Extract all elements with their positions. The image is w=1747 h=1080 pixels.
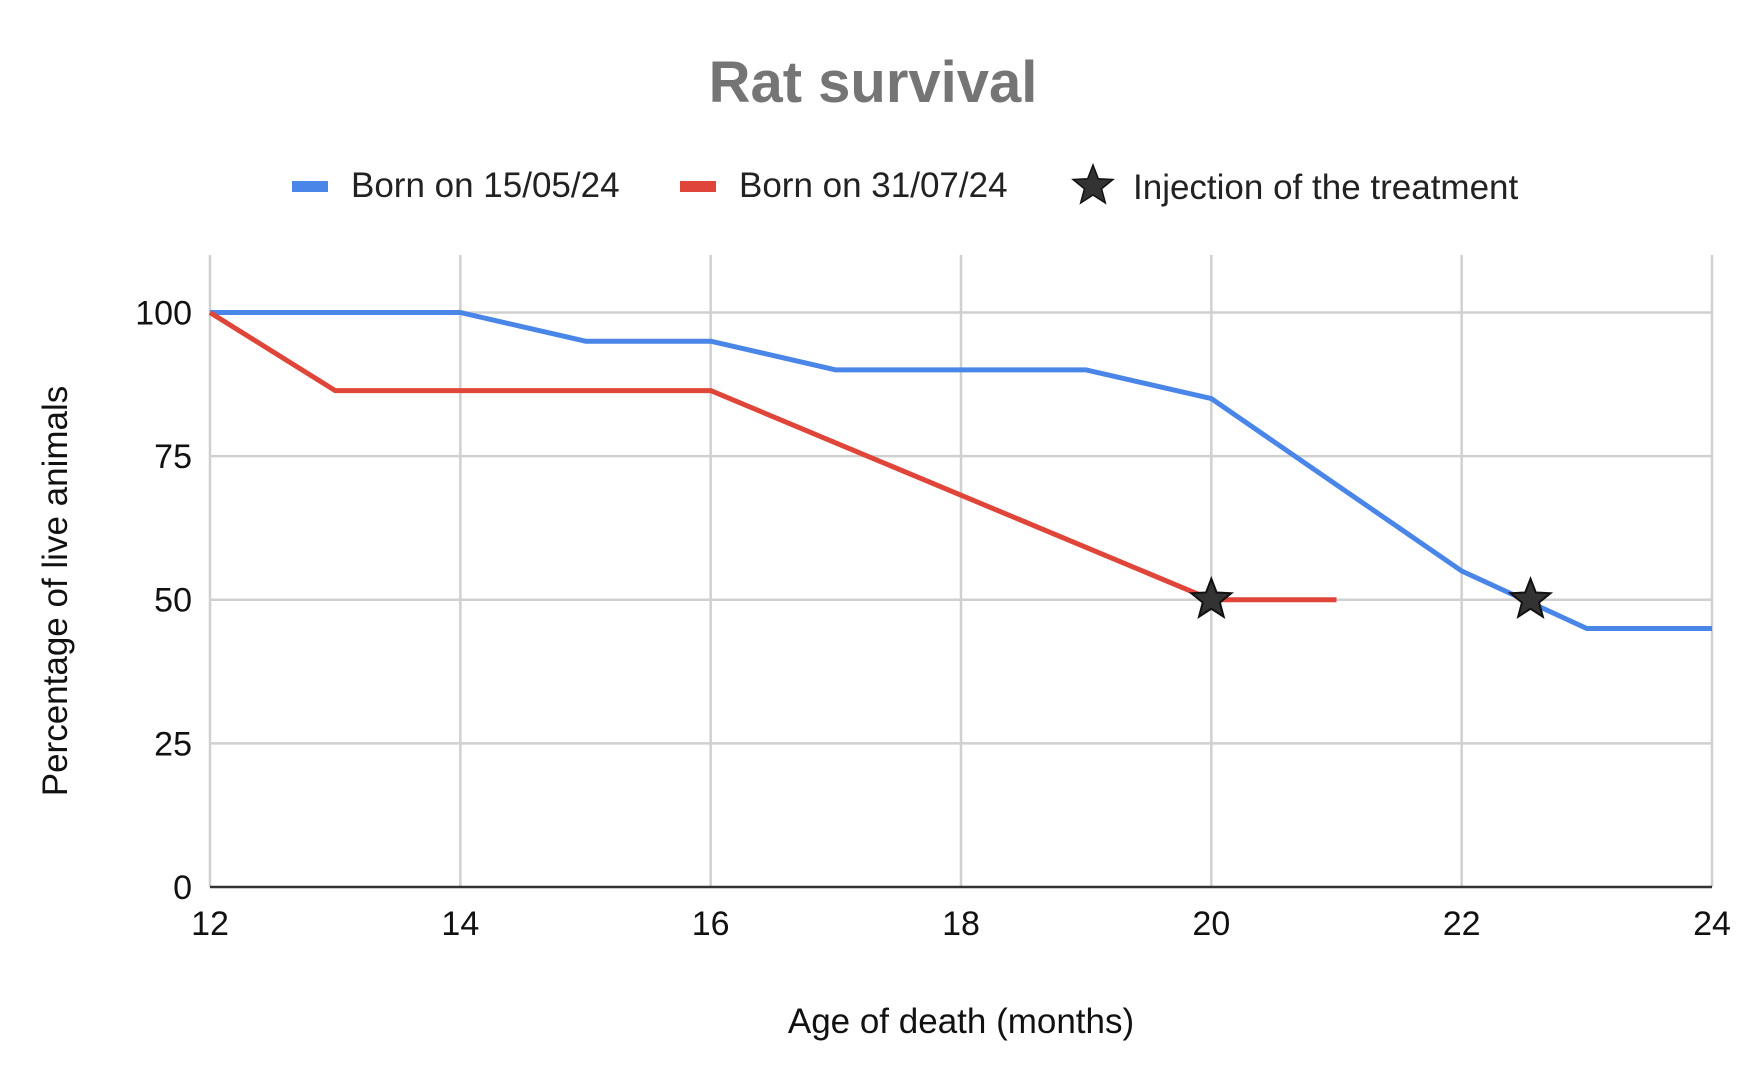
treatment-star-marker [1188,575,1234,619]
marker-layer [1188,575,1554,619]
x-tick-label: 18 [942,905,980,943]
chart-title: Rat survival [709,50,1038,115]
treatment-star-marker [1507,575,1554,619]
y-tick-label: 50 [154,582,192,620]
legend-swatch-series-1 [292,181,328,192]
legend-star-icon [1071,162,1115,205]
legend: Born on 15/05/24 Born on 31/07/24 Inject… [292,162,1518,207]
x-tick-label: 12 [191,905,229,943]
legend-label-series-1: Born on 15/05/24 [351,166,620,205]
legend-swatch-series-2 [680,181,716,192]
legend-label-markers: Injection of the treatment [1133,168,1518,207]
x-tick-label: 14 [441,905,479,943]
y-tick-label: 0 [173,869,192,907]
series-line-2 [208,310,1337,603]
grid [208,255,1714,889]
series-layer [208,310,1712,631]
x-tick-label: 16 [692,905,730,943]
series-line-1 [210,310,1712,631]
legend-label-series-2: Born on 31/07/24 [739,166,1008,205]
tick-labels: 12 14 16 18 20 22 24 0 25 50 75 100 [135,294,1731,943]
x-axis-label: Age of death (months) [788,1002,1134,1041]
y-axis-label: Percentage of live animals [36,386,75,797]
x-tick-label: 22 [1443,905,1481,943]
x-tick-label: 20 [1192,905,1230,943]
y-tick-label: 25 [154,725,192,763]
x-tick-label: 24 [1693,905,1731,943]
y-tick-label: 75 [154,438,192,476]
y-tick-label: 100 [135,294,192,332]
